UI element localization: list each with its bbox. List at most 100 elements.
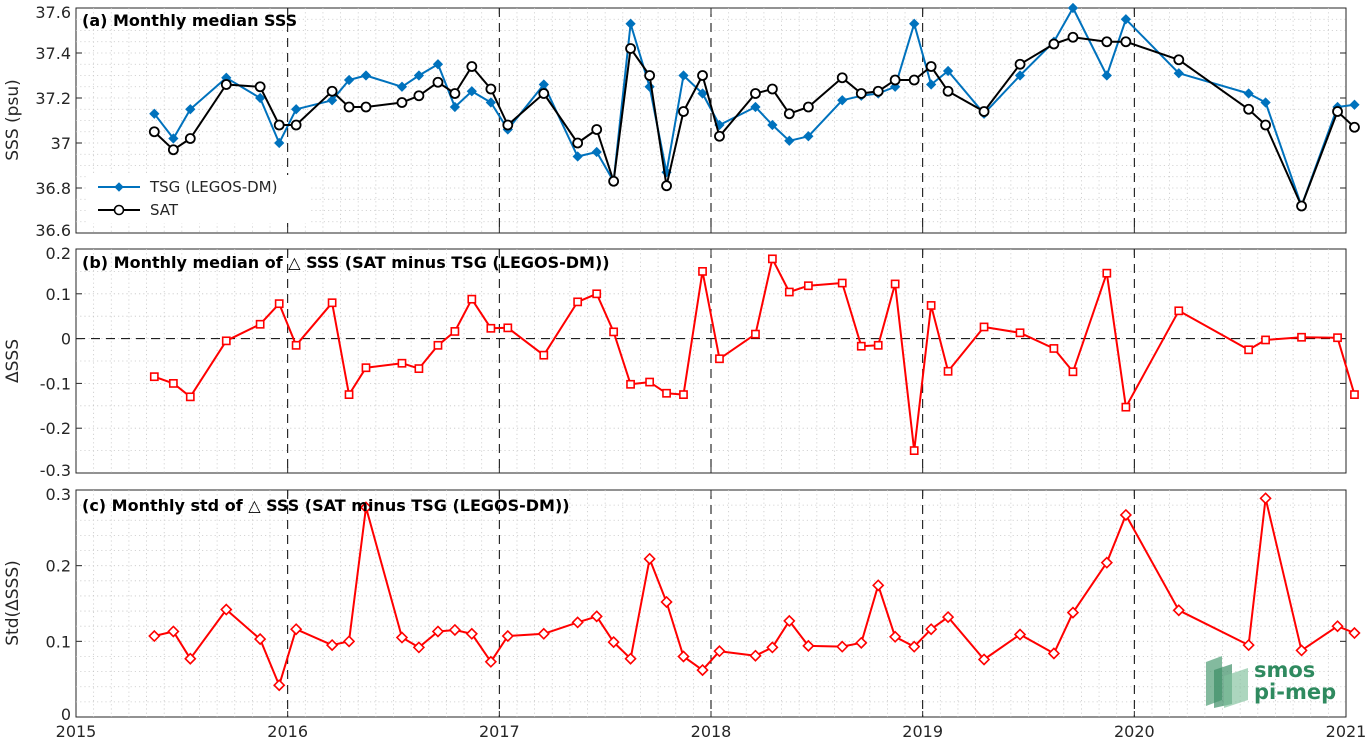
panel-c-series-0-point (1013, 628, 1027, 641)
panel-a-series-1-point (396, 97, 408, 108)
panel-b-series-0-point (1102, 268, 1112, 278)
panel-b-series-0-point (291, 340, 301, 350)
panel-b-series-0-point (467, 294, 477, 304)
panel-b-series-0-point (450, 327, 460, 336)
y-tick-label: -0.2 (40, 419, 71, 438)
y-tick-label: 0.2 (46, 244, 71, 263)
panel-b-series-0-point (149, 372, 159, 382)
panel-b-series-0-point (890, 279, 900, 289)
panel-a-series-1-point (184, 133, 196, 144)
panel-a-series-0-point (1120, 14, 1131, 25)
panel-b-series-0-point (1015, 328, 1025, 338)
panel-a-series-0-point (485, 97, 496, 108)
panel-a-series-1-point (326, 85, 338, 97)
panel-b-series-0-point (539, 350, 549, 360)
panel-a-series-1-point (1296, 200, 1307, 212)
panel-b-series-0-point (414, 364, 424, 374)
panel-c-series-0-point (941, 610, 955, 624)
panel-b-series-0-point (397, 358, 407, 368)
panel-a-series-0-point (909, 18, 920, 29)
panel-a-series-1-point (908, 74, 920, 86)
legend-sat-marker (113, 204, 125, 216)
panel-a-series-1-point (360, 101, 372, 113)
panel-b-series-0-point (837, 278, 847, 288)
panel-b-series-0-point (433, 340, 443, 350)
panel-c-series-0-point (412, 641, 426, 654)
panel-b-series-0-point (645, 377, 655, 387)
panel-b: ΔSSS (3, 248, 1347, 474)
panel-a-series-1-point (714, 130, 725, 142)
panel-c-series-0-point (836, 640, 849, 653)
x-tick-label: 2019 (902, 722, 943, 741)
panel-a-series-1-point (572, 137, 584, 149)
y-tick-label: 36.8 (35, 179, 71, 198)
panel-c-series-0-point (802, 639, 815, 653)
panel-c-series-0-point (590, 610, 603, 623)
panel-c-series-0-point (465, 627, 478, 640)
panel-a-series-1-point (1120, 36, 1132, 48)
panel-a-series-1-point (273, 119, 285, 131)
panel-b-series-0-point (679, 390, 688, 399)
panel-a-series-0-point (784, 135, 795, 146)
legend-sat-label: SAT (150, 201, 179, 219)
y-tick-label: 0 (61, 330, 71, 349)
panel-c-series-0-point (624, 652, 637, 665)
panel-a-series-1-point (485, 83, 497, 95)
panel-a-series-1-point (1349, 121, 1360, 133)
panel-a-series-1-point (591, 124, 603, 135)
panel-a-series-1-point (1260, 119, 1271, 131)
panel-b-series-0-point (221, 336, 231, 346)
panel-b-series-0-point (767, 254, 777, 264)
legend-tsg-label: TSG (LEGOS-DM) (149, 178, 277, 196)
panel-a-series-0-point (750, 101, 761, 113)
panel-b-series-0-point (698, 266, 707, 276)
panel-b-series-0-point (486, 323, 496, 333)
panel-c-series-0-line (154, 497, 1355, 687)
panel-c-series-0-point (571, 616, 584, 629)
panel-c-series-0-point (1242, 638, 1255, 652)
panel-a-series-1-point (750, 88, 761, 99)
panel-a-series-1-point (343, 101, 355, 113)
panel-c-series-0-point (254, 632, 267, 646)
legend: TSG (LEGOS-DM) SAT (88, 175, 310, 223)
panel-a-series-0-point (274, 137, 285, 149)
panel-a-series-0-point (837, 95, 848, 106)
panel-b-series-0-point (573, 297, 583, 307)
panel-a-title: (a) Monthly median SSS (82, 11, 297, 30)
y-tick-label: 0.2 (46, 557, 71, 576)
panel-a-series-0-point (255, 92, 266, 104)
x-tick-label: 2015 (56, 722, 97, 741)
panel-c-ylabel: Std(ΔSSS) (3, 560, 23, 646)
panel-a-series-0-point (1260, 97, 1271, 108)
panel-c-series-0-point (749, 649, 762, 662)
plot-layer: 36.6 36.8 37 37.2 37.4 37.6 -0.3 -0.2 -0.1 0 0.1 0.… (35, 2, 1366, 741)
panel-a-series-0-point (1243, 88, 1254, 99)
panel-b-series-0-point (1261, 335, 1270, 345)
panel-c-series-0-point (889, 630, 902, 643)
y-tick-label: -0.1 (40, 374, 71, 393)
panel-a-series-1-point (413, 90, 425, 102)
y-tick-label: 37.2 (35, 89, 71, 108)
panel-a-series-1-point (802, 101, 814, 113)
panel-b-series-0-point (503, 323, 513, 333)
panel-c-series-0-point (484, 655, 497, 668)
panel-b-series-0-point (185, 392, 195, 402)
panel-c-series-0-point (1119, 508, 1132, 522)
panel-c-series-0-point (1047, 647, 1061, 660)
panel-b-series-0-point (909, 446, 919, 455)
panel-c-series-0-point (448, 623, 462, 637)
logo-line2: pi-mep (1254, 680, 1336, 704)
panel-a-series-1-point (925, 61, 937, 72)
panel-b-series-0-point (715, 354, 724, 364)
panel-c-series-0-point (713, 645, 726, 658)
panel-a-series-1-point (449, 88, 461, 99)
panel-b-series-0-point (1049, 344, 1059, 353)
panel-a-series-1-point (978, 106, 990, 117)
panel-c-series-0-point (660, 595, 673, 609)
panel-b-series-0-point (1333, 333, 1342, 343)
panel-a-series-0-point (572, 151, 583, 162)
panel-b-series-0-point (327, 298, 337, 308)
panel-a-series-1-point (1332, 106, 1343, 117)
x-tick-label: 2016 (267, 722, 308, 741)
panel-b-series-0-point (361, 363, 371, 373)
